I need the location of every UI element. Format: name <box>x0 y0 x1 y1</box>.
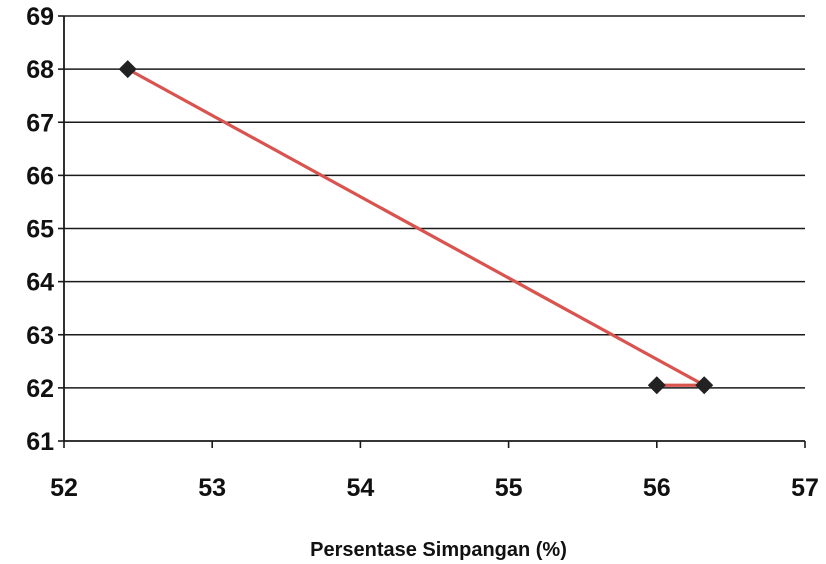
x-tick-label: 57 <box>791 474 819 502</box>
gridlines <box>64 15 805 389</box>
data-point <box>118 60 137 79</box>
x-tick-label: 52 <box>50 474 78 502</box>
data-point <box>695 376 714 395</box>
series-line <box>126 67 706 387</box>
data-point <box>647 376 666 395</box>
y-tick-label: 69 <box>26 3 54 31</box>
axes <box>58 15 806 448</box>
y-tick-labels: 61 62 63 64 65 66 67 68 69 <box>26 3 54 456</box>
y-tick-label: 65 <box>26 216 54 244</box>
x-axis-title: Persentase Simpangan (%) <box>310 539 567 561</box>
x-tick-labels: 52 53 54 55 56 57 <box>50 474 819 502</box>
x-tick-label: 54 <box>346 474 374 502</box>
y-tick-label: 61 <box>26 428 54 456</box>
x-tick-label: 53 <box>198 474 226 502</box>
y-tick-label: 67 <box>26 109 54 137</box>
markers <box>118 60 714 395</box>
y-tick-label: 62 <box>26 375 54 403</box>
x-tick-label: 55 <box>495 474 523 502</box>
y-tick-label: 64 <box>26 269 54 297</box>
y-tick-label: 66 <box>26 162 54 190</box>
series-lines <box>126 67 706 387</box>
x-tick-label: 56 <box>643 474 671 502</box>
y-tick-label: 68 <box>26 56 54 84</box>
y-tick-label: 63 <box>26 322 54 350</box>
